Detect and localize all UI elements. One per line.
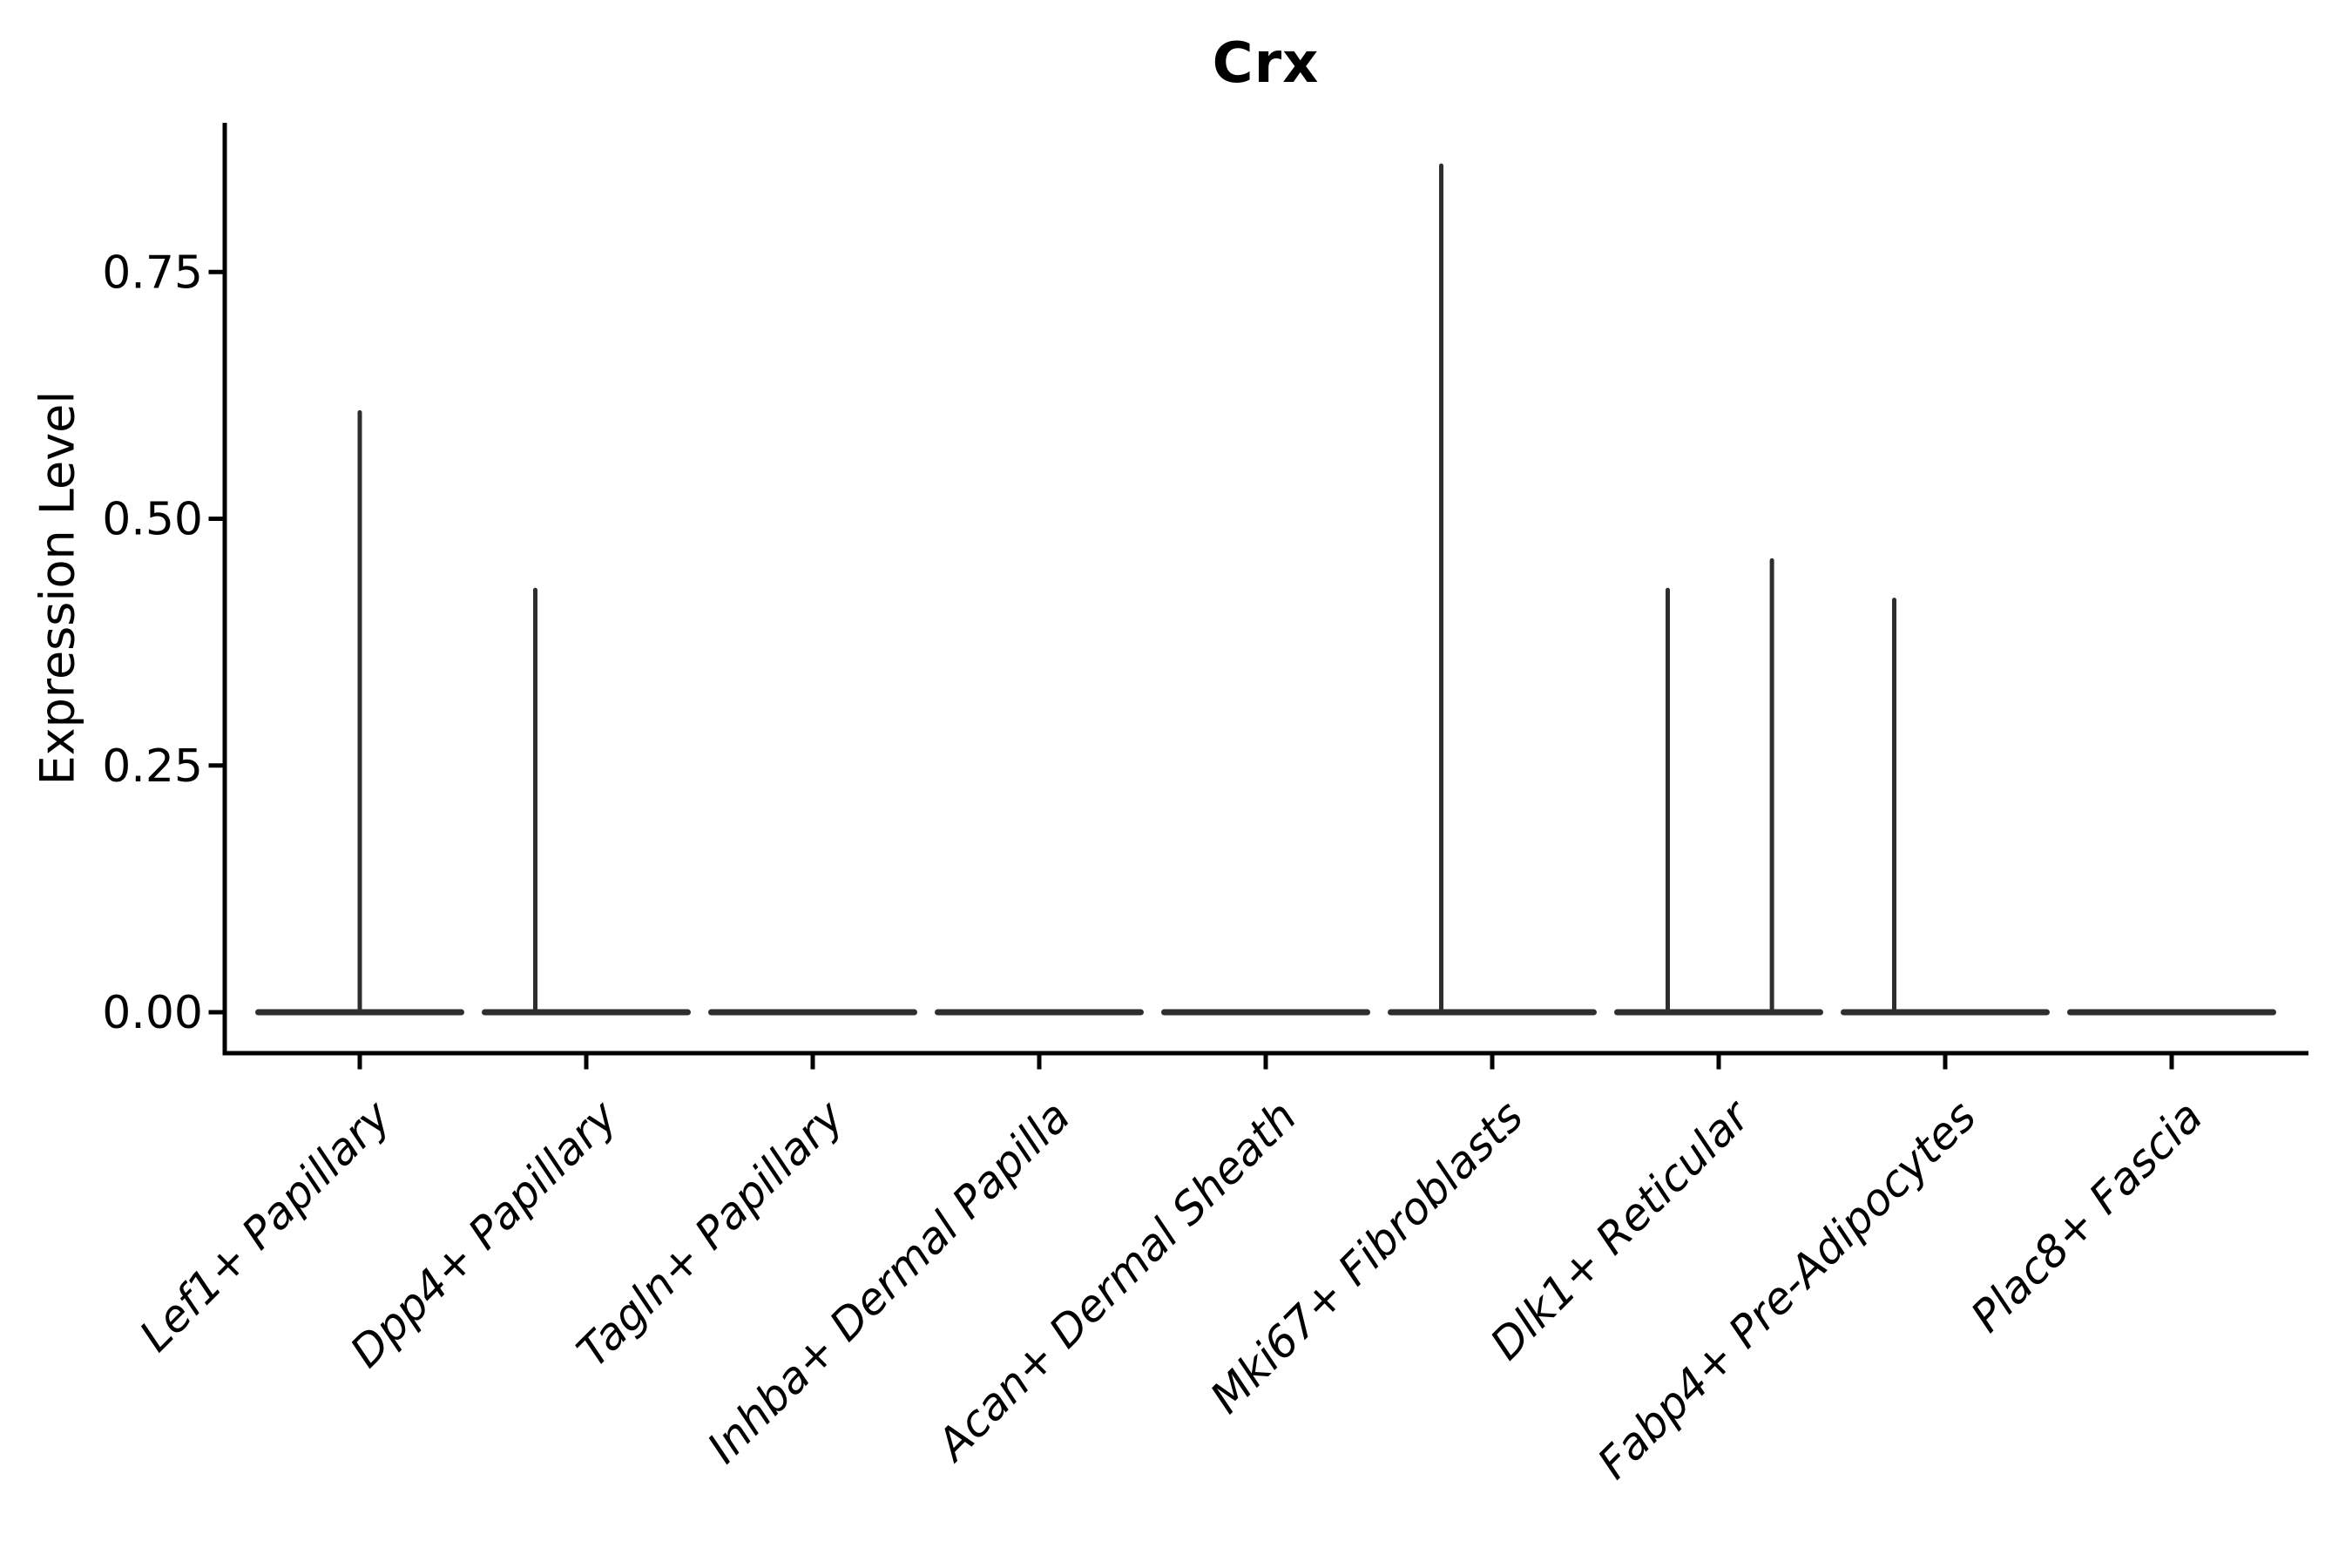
x-category-label: Inhba+ Dermal Papilla xyxy=(698,1091,1079,1472)
violin-spike xyxy=(533,587,537,1016)
y-axis-spine xyxy=(222,123,227,1056)
chart-title: Crx xyxy=(1212,31,1320,96)
y-axis-label: Expression Level xyxy=(30,390,85,786)
y-tick-label: 0.75 xyxy=(102,247,203,299)
x-category-label: Acan+ Dermal Sheath xyxy=(926,1091,1307,1471)
violin-baseline xyxy=(1841,1009,2050,1016)
y-tick-label: 0.50 xyxy=(102,494,203,546)
y-tick xyxy=(208,517,223,521)
violin-baseline xyxy=(1388,1009,1597,1016)
x-tick xyxy=(357,1055,362,1070)
y-tick-label: 0.00 xyxy=(102,987,203,1039)
violin-baseline xyxy=(708,1009,917,1016)
y-tick xyxy=(208,763,223,768)
violin-spike xyxy=(1769,558,1774,1016)
x-tick xyxy=(584,1055,589,1070)
x-tick xyxy=(810,1055,815,1070)
violin-baseline xyxy=(1614,1009,1823,1016)
violin-baseline xyxy=(482,1009,691,1016)
x-tick xyxy=(2169,1055,2174,1070)
violin-spike xyxy=(1892,598,1896,1016)
x-tick xyxy=(1037,1055,1042,1070)
x-category-label: Plac8+ Fascia xyxy=(1962,1091,2213,1342)
violin-spike xyxy=(1439,163,1443,1016)
violin-baseline xyxy=(1161,1009,1370,1016)
x-tick xyxy=(1943,1055,1948,1070)
x-axis-spine xyxy=(222,1051,2308,1056)
violin-spike xyxy=(357,409,362,1016)
x-tick xyxy=(1716,1055,1721,1070)
x-tick xyxy=(1263,1055,1268,1070)
violin-baseline xyxy=(935,1009,1144,1016)
y-tick-label: 0.25 xyxy=(102,740,203,793)
violin-spike xyxy=(1666,587,1670,1016)
y-tick xyxy=(208,1010,223,1015)
x-tick xyxy=(1490,1055,1495,1070)
violin-baseline xyxy=(255,1009,464,1016)
violin-baseline xyxy=(2067,1009,2276,1016)
x-category-label: Fabp4+ Pre-Adipocytes xyxy=(1588,1091,1986,1489)
y-tick xyxy=(208,269,223,274)
